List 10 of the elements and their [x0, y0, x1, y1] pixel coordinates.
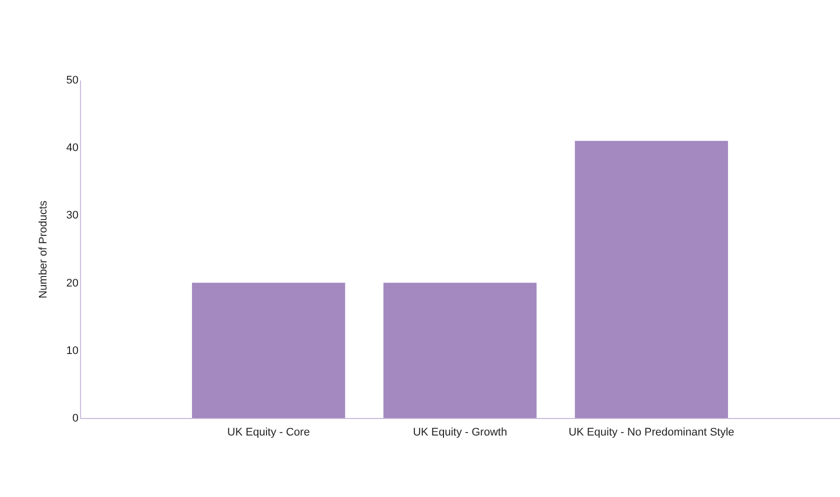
y-tick-label: 10 — [66, 344, 78, 357]
x-tick-label: UK Equity - Core — [227, 426, 310, 438]
x-tick-label: UK Equity - Growth — [412, 426, 508, 438]
y-tick-label: 0 — [72, 412, 78, 424]
y-tick-label: 20 — [66, 277, 78, 290]
x-tick-label: UK Equity - No Predominant Style — [568, 426, 734, 438]
y-tick-label: 50 — [66, 74, 78, 86]
y-tick-label: 30 — [66, 210, 78, 222]
y-axis-title: Number of Products — [37, 200, 50, 298]
y-tick-label: 40 — [66, 142, 78, 154]
